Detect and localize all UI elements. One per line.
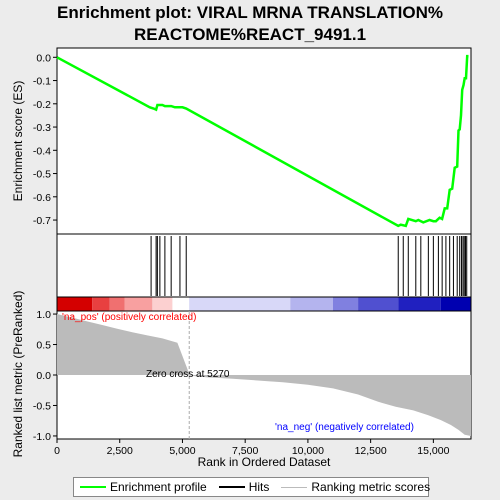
hits-panel-frame (56, 233, 472, 298)
rank-heatbar (57, 297, 471, 311)
neg-correlated-label: 'na_neg' (negatively correlated) (275, 422, 414, 433)
es-y-axis-label: Enrichment score (ES) (11, 81, 25, 202)
legend-metric-label: Ranking metric scores (311, 480, 431, 494)
es-y-tick-label: -0.3 (33, 122, 51, 134)
es-y-tick-label: 0.0 (36, 52, 51, 64)
heatbar-segment (358, 297, 399, 311)
x-tick-label: 0 (54, 445, 60, 457)
heatbar-segment (440, 297, 471, 311)
zero-cross-label: Zero cross at 5270 (146, 369, 230, 380)
es-y-ticks: 0.0 -0.1 -0.2 -0.3 -0.4 -0.5 -0.6 -0.7 (33, 52, 57, 227)
heatbar-segment (172, 297, 190, 311)
es-y-tick-label: -0.5 (33, 169, 51, 181)
chart-title-line1: Enrichment plot: VIRAL MRNA TRANSLATION% (57, 3, 443, 22)
x-tick-label: 5,000 (169, 445, 195, 457)
heatbar-segment (109, 297, 125, 311)
legend-item-es: Enrichment profile (80, 480, 207, 494)
legend-es-label: Enrichment profile (110, 480, 207, 494)
x-tick-label: 15,000 (417, 445, 449, 457)
heatbar-segment (124, 297, 153, 311)
es-curve (56, 54, 469, 228)
heatbar-segment (152, 297, 173, 311)
heatbar-segment (189, 297, 291, 311)
chart-title-line2: REACTOME%REACT_9491.1 (134, 25, 366, 44)
x-axis-ticks: 0 2,500 5,000 7,500 10,000 12,500 15,000 (54, 439, 450, 457)
es-panel: 0.0 -0.1 -0.2 -0.3 -0.4 -0.5 -0.6 -0.7 (33, 47, 472, 235)
metric-y-tick-label: 1.0 (36, 309, 51, 321)
metric-y-tick-label: 0.5 (36, 340, 51, 352)
x-tick-label: 10,000 (292, 445, 324, 457)
heatbar-segment (333, 297, 359, 311)
es-y-tick-label: -0.6 (33, 192, 51, 204)
legend-item-hits: Hits (218, 480, 270, 494)
heatbar-segment (57, 297, 93, 311)
legend-item-metric: Ranking metric scores (281, 480, 430, 494)
es-y-tick-label: -0.4 (33, 145, 51, 157)
es-y-tick-label: -0.1 (33, 76, 51, 88)
legend-es-swatch (80, 486, 106, 488)
metric-y-ticks: 1.0 0.5 0.0 -0.5 -1.0 (33, 309, 57, 443)
x-tick-label: 7,500 (232, 445, 258, 457)
metric-y-tick-label: -0.5 (33, 400, 51, 412)
es-y-tick-label: -0.2 (33, 99, 51, 111)
hit-lines (150, 236, 468, 296)
heatbar-segment (398, 297, 441, 311)
legend-hits-swatch (218, 486, 245, 488)
heatbar-segment (290, 297, 333, 311)
legend-hits-label: Hits (248, 480, 270, 494)
metric-y-tick-label: -1.0 (33, 431, 51, 443)
metric-area (57, 314, 471, 436)
es-y-tick-label: -0.7 (33, 215, 51, 227)
es-panel-frame (56, 47, 472, 235)
x-tick-label: 2,500 (107, 445, 133, 457)
x-tick-label: 12,500 (355, 445, 387, 457)
x-axis-label: Rank in Ordered Dataset (198, 455, 331, 469)
metric-y-axis-label: Ranked list metric (PreRanked) (11, 291, 25, 458)
legend-metric-swatch (281, 486, 308, 488)
heatbar-segment (92, 297, 110, 311)
hits-panel (56, 233, 472, 312)
legend: Enrichment profile Hits Ranking metric s… (73, 477, 430, 497)
metric-panel: 1.0 0.5 0.0 -0.5 -1.0 0 2,500 5,000 7,500 10,000… (33, 309, 472, 457)
metric-y-tick-label: 0.0 (36, 370, 51, 382)
pos-correlated-label: 'na_pos' (positively correlated) (62, 312, 196, 323)
